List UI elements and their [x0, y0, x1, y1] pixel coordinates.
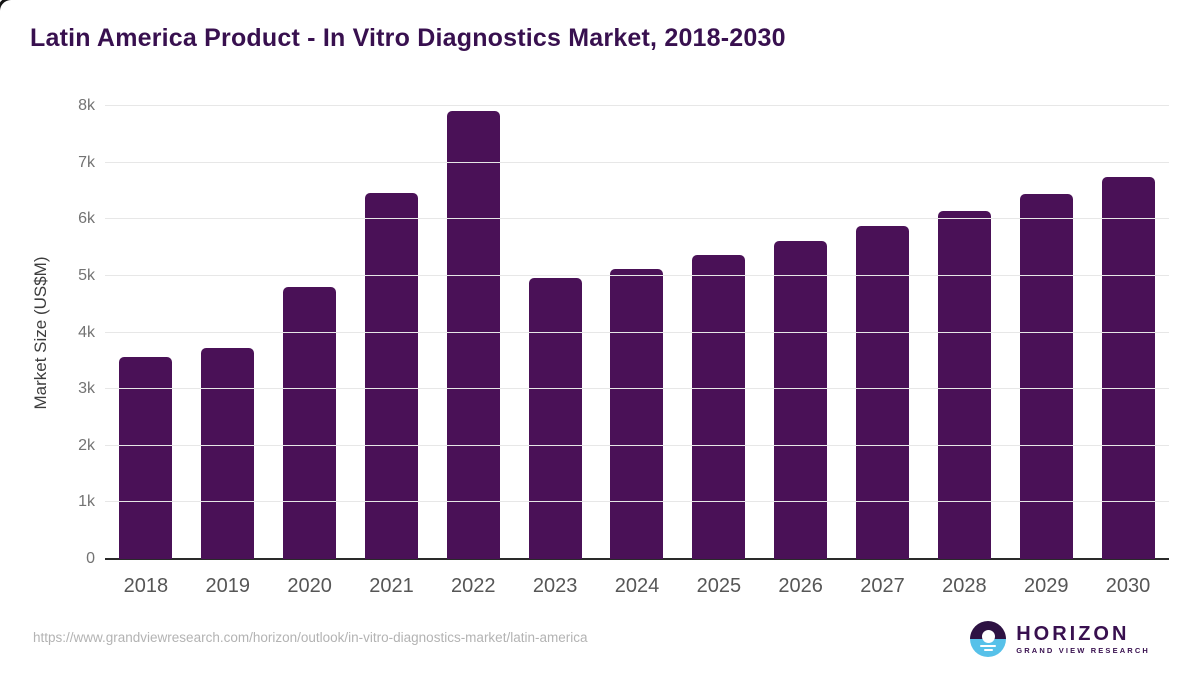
y-tick-label-7k: 7k [78, 153, 95, 171]
y-tick-label-6k: 6k [78, 210, 95, 228]
bars-row [105, 106, 1169, 559]
bar-slot-2027 [842, 106, 924, 559]
y-axis-title: Market Size (US$M) [31, 256, 50, 410]
gridline-6k [105, 218, 1169, 220]
bar-2024[interactable] [610, 269, 664, 559]
x-tick-label-2030: 2030 [1105, 575, 1151, 597]
y-tick-label-4k: 4k [78, 323, 95, 341]
x-tick-label-2020: 2020 [287, 575, 332, 597]
y-tick-label-3k: 3k [78, 380, 95, 398]
bar-slot-2019 [187, 106, 269, 559]
bar-slot-2018 [105, 106, 187, 559]
x-tick-label-2021: 2021 [369, 575, 414, 597]
gridline-8k [105, 105, 1169, 106]
y-tick-label-0: 0 [86, 550, 95, 567]
logo-subtitle: GRAND VIEW RESEARCH [1016, 646, 1150, 655]
x-tick-label-2022: 2022 [451, 575, 496, 597]
bar-2026[interactable] [774, 240, 828, 559]
bar-2021[interactable] [364, 192, 418, 559]
bar-slot-2020 [269, 106, 351, 559]
x-tick-label-2029: 2029 [1023, 575, 1069, 597]
horizon-logo: HORIZON GRAND VIEW RESEARCH [970, 621, 1150, 657]
horizon-sun-over-water-icon [970, 621, 1007, 657]
y-tick-label-2k: 2k [78, 436, 95, 454]
gridline-4k [105, 331, 1169, 333]
bar-2025[interactable] [692, 254, 746, 559]
chart-title: Latin America Product - In Vitro Diagnos… [30, 24, 786, 52]
bar-2027[interactable] [856, 226, 910, 559]
card-corner-accent [0, 0, 16, 16]
y-tick-label-8k: 8k [78, 97, 95, 114]
x-axis-labels: 2018 2019 2020 2021 2022 2023 2024 2025 2026 2027… [105, 575, 1169, 598]
bar-2028[interactable] [937, 211, 991, 559]
source-url: https://www.grandviewresearch.com/horizo… [33, 630, 588, 645]
logo-sun-dot [981, 629, 995, 643]
logo-wave-line [983, 649, 993, 651]
bar-slot-2029 [1005, 106, 1087, 559]
x-tick-label-2024: 2024 [614, 575, 660, 597]
x-tick-label-2025: 2025 [696, 575, 742, 597]
logo-text-block: HORIZON GRAND VIEW RESEARCH [1016, 624, 1150, 655]
bar-2030[interactable] [1101, 177, 1155, 559]
logo-name: HORIZON [1016, 622, 1130, 645]
bar-2022[interactable] [446, 110, 500, 559]
bar-slot-2026 [760, 106, 842, 559]
bar-slot-2022 [432, 106, 514, 559]
bar-2019[interactable] [201, 348, 255, 559]
bar-2023[interactable] [528, 278, 582, 559]
gridline-3k [105, 388, 1169, 390]
bar-slot-2021 [351, 106, 433, 559]
gridline-1k [105, 501, 1169, 503]
x-tick-label-2026: 2026 [778, 575, 823, 597]
bar-slot-2030 [1087, 106, 1169, 559]
plot-area: 2018 2019 2020 2021 2022 2023 2024 2025 2026 2027… [78, 98, 1169, 597]
y-tick-label-5k: 5k [78, 266, 95, 284]
bar-2018[interactable] [119, 357, 173, 559]
bar-slot-2024 [596, 106, 678, 559]
bar-slot-2023 [514, 106, 596, 559]
x-tick-label-2018: 2018 [123, 575, 169, 597]
logo-wave-line [980, 644, 997, 647]
bar-slot-2028 [923, 106, 1005, 559]
gridline-2k [105, 444, 1169, 446]
x-tick-label-2028: 2028 [942, 575, 987, 597]
bar-2020[interactable] [283, 287, 337, 559]
x-axis-line [105, 558, 1169, 560]
bar-slot-2025 [678, 106, 760, 559]
x-tick-label-2019: 2019 [205, 575, 251, 597]
gridline-7k [105, 161, 1169, 163]
gridline-5k [105, 274, 1169, 276]
x-tick-label-2027: 2027 [860, 575, 905, 597]
y-tick-label-1k: 1k [78, 493, 95, 511]
x-tick-label-2023: 2023 [532, 575, 578, 597]
bar-2029[interactable] [1019, 193, 1073, 559]
